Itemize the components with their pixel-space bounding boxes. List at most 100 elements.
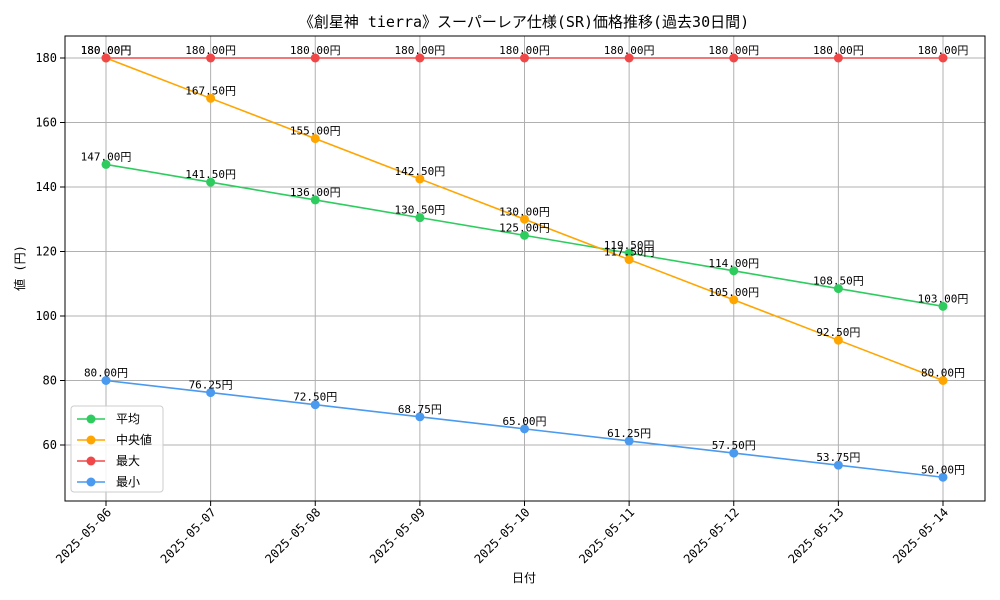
data-point	[310, 134, 320, 144]
legend-entry: 最小	[116, 475, 140, 489]
x-tick-label: 2025-05-07	[158, 505, 219, 566]
chart-title: 《創星神 tierra》スーパーレア仕様(SR)価格推移(過去30日間)	[299, 13, 749, 31]
x-tick-label: 2025-05-14	[890, 505, 951, 566]
data-label: 180.00円	[813, 44, 864, 57]
data-point	[206, 177, 216, 187]
data-label: 142.50円	[395, 165, 446, 178]
data-point	[101, 53, 111, 63]
legend-marker	[86, 477, 96, 487]
data-point	[415, 53, 425, 63]
data-label: 72.50円	[293, 391, 337, 404]
y-axis-ticks: 60 80 100 120 140 160 180	[35, 51, 65, 452]
data-label: 92.50円	[816, 326, 860, 339]
data-point	[310, 400, 320, 410]
x-tick-label: 2025-05-12	[681, 505, 742, 566]
data-label: 65.00円	[502, 415, 546, 428]
data-label: 180.00円	[81, 44, 132, 57]
data-label: 180.00円	[395, 44, 446, 57]
data-label: 57.50円	[712, 439, 756, 452]
data-point	[938, 53, 948, 63]
data-label: 125.00円	[499, 221, 550, 234]
data-point	[310, 53, 320, 63]
y-tick-label: 80	[43, 374, 57, 388]
legend-entry: 最大	[116, 454, 140, 468]
y-tick-label: 60	[43, 438, 57, 452]
data-label: 80.00円	[84, 367, 128, 380]
legend-marker	[86, 456, 96, 466]
data-label: 180.00円	[81, 44, 132, 57]
data-label: 155.00円	[290, 125, 341, 138]
x-tick-label: 2025-05-08	[262, 505, 323, 566]
y-axis-label: 値 (円)	[12, 245, 27, 291]
data-label: 136.00円	[290, 186, 341, 199]
data-label: 167.50円	[185, 84, 236, 97]
data-point	[833, 284, 843, 294]
data-label: 130.00円	[499, 205, 550, 218]
data-point	[206, 53, 216, 63]
data-point	[729, 295, 739, 305]
data-point	[415, 174, 425, 184]
data-label: 180.00円	[499, 44, 550, 57]
data-label: 180.00円	[185, 44, 236, 57]
data-point	[938, 376, 948, 385]
data-point	[520, 53, 529, 63]
data-label: 108.50円	[813, 275, 864, 288]
data-point	[101, 376, 111, 385]
legend-box	[70, 405, 164, 493]
data-point	[938, 301, 948, 311]
data-labels-layer: 147.00円 141.50円 136.00円 130.50円 125.00円 119.5…	[81, 44, 969, 476]
x-axis-label: 日付	[512, 571, 536, 585]
data-point	[520, 424, 529, 434]
data-label: 50.00円	[921, 463, 965, 476]
data-point	[310, 195, 320, 205]
data-point	[206, 388, 216, 398]
series-layer	[101, 53, 948, 482]
data-point	[833, 335, 843, 345]
data-point	[624, 53, 634, 63]
y-tick-label: 140	[35, 180, 57, 194]
legend-marker	[86, 414, 96, 424]
data-label: 119.50円	[604, 239, 655, 252]
y-tick-label: 160	[35, 116, 57, 130]
data-label: 105.00円	[708, 286, 759, 299]
data-point	[206, 93, 216, 103]
legend-marker	[86, 435, 96, 445]
data-label: 147.00円	[81, 150, 132, 163]
data-point	[101, 159, 111, 169]
data-point	[729, 448, 739, 458]
data-label: 53.75円	[816, 451, 860, 464]
data-label: 103.00円	[918, 292, 969, 305]
x-axis-ticks: 2025-05-06 2025-05-07 2025-05-08 2025-05-09…	[53, 501, 951, 566]
data-label: 114.00円	[708, 257, 759, 270]
data-point	[415, 412, 425, 422]
data-point	[729, 53, 739, 63]
data-label: 180.00円	[290, 44, 341, 57]
y-tick-label: 100	[35, 309, 57, 323]
data-label: 76.25円	[189, 379, 233, 392]
data-label: 180.00円	[604, 44, 655, 57]
data-point	[833, 53, 843, 63]
data-point	[833, 460, 843, 470]
data-point	[624, 436, 634, 446]
x-tick-label: 2025-05-06	[53, 505, 114, 566]
x-tick-label: 2025-05-10	[472, 505, 533, 566]
x-tick-label: 2025-05-13	[786, 505, 847, 566]
data-label: 180.00円	[708, 44, 759, 57]
x-tick-label: 2025-05-11	[576, 505, 637, 566]
data-label: 117.50円	[604, 246, 655, 259]
data-point	[624, 248, 634, 258]
data-label: 180.00円	[918, 44, 969, 57]
data-point	[729, 266, 739, 276]
data-point	[624, 255, 634, 265]
y-tick-label: 120	[35, 245, 57, 259]
data-label: 80.00円	[921, 367, 965, 380]
data-point	[520, 230, 529, 240]
y-tick-label: 180	[35, 51, 57, 65]
data-label: 61.25円	[607, 427, 651, 440]
legend-entry: 平均	[116, 412, 140, 426]
data-label: 68.75円	[398, 403, 442, 416]
data-point	[938, 472, 948, 482]
data-label: 130.50円	[395, 204, 446, 217]
